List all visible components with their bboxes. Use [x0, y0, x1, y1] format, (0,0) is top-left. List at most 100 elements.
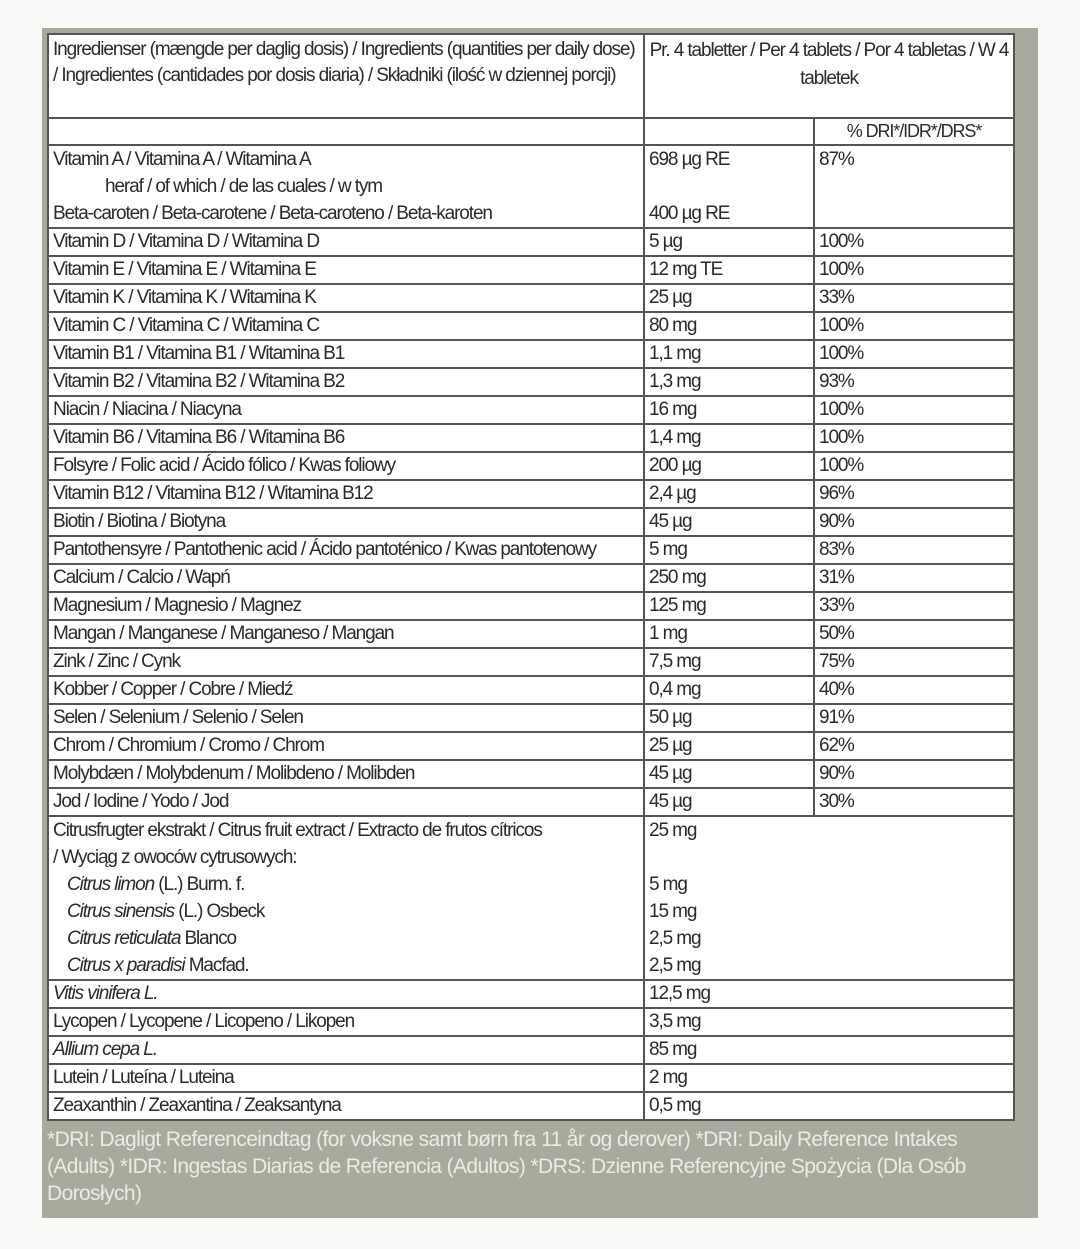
dri-header: % DRI*/IDR*/DRS*: [813, 117, 1015, 146]
table-row: Vitis vinifera L. 12,5 mg: [47, 979, 1015, 1009]
dri-value: 33%: [813, 283, 1015, 313]
dri-value: 100%: [813, 255, 1015, 285]
table-row: Zink / Zinc / Cynk 7,5 mg 75%: [47, 647, 1015, 677]
table-row: Pantothensyre / Pantothenic acid / Ácido…: [47, 535, 1015, 565]
amount: 5 mg: [643, 535, 815, 565]
citrus-species: Citrus x paradisi Macfad.: [53, 952, 639, 979]
table-row: Calcium / Calcio / Wapń 250 mg 31%: [47, 563, 1015, 593]
ingredient-name: Citrusfrugter ekstrakt / Citrus fruit ex…: [47, 815, 645, 981]
species-amount: 2,5 mg: [649, 928, 702, 949]
amount: 7,5 mg: [643, 647, 815, 677]
table-row: Magnesium / Magnesio / Magnez 125 mg 33%: [47, 591, 1015, 621]
footnote: *DRI: Dagligt Referenceindtag (for voksn…: [47, 1128, 966, 1205]
amount: 85 mg: [643, 1035, 1015, 1065]
amount: 2,4 µg: [643, 479, 815, 509]
dri-header-row: % DRI*/IDR*/DRS*: [47, 117, 1015, 146]
ingredient-name: Vitis vinifera L.: [47, 979, 645, 1009]
ingredient-name: Jod / Iodine / Yodo / Jod: [47, 787, 645, 817]
ingredients-header: Ingredienser (mængde per daglig dosis) /…: [47, 33, 645, 119]
dri-value: 40%: [813, 675, 1015, 705]
table-row-citrus: Citrusfrugter ekstrakt / Citrus fruit ex…: [47, 815, 1015, 981]
dri-value: 33%: [813, 591, 1015, 621]
dri-value: 93%: [813, 367, 1015, 397]
amount: 200 µg: [643, 451, 815, 481]
species-authority: Macfad.: [184, 955, 250, 976]
ingredient-name: Magnesium / Magnesio / Magnez: [47, 591, 645, 621]
ingredient-name: Selen / Selenium / Selenio / Selen: [47, 703, 645, 733]
header-row: Ingredienser (mængde per daglig dosis) /…: [47, 33, 1015, 119]
citrus-species: Citrus sinensis (L.) Osbeck: [53, 898, 639, 925]
table-row: Vitamin E / Vitamina E / Witamina E 12 mg…: [47, 255, 1015, 285]
per-dose-header: Pr. 4 tabletter / Per 4 tablets / Por 4 …: [643, 33, 1015, 119]
amount: 0,4 mg: [643, 675, 815, 705]
ingredient-name: Lutein / Luteína / Luteina: [47, 1063, 645, 1093]
amount: 5 µg: [643, 227, 815, 257]
table-row: Vitamin B12 / Vitamina B12 / Witamina B1…: [47, 479, 1015, 509]
ingredient-name: Calcium / Calcio / Wapń: [47, 563, 645, 593]
label-panel: Ingredienser (mængde per daglig dosis) /…: [42, 28, 1038, 1218]
amount: 12,5 mg: [643, 979, 1015, 1009]
amount: 0,5 mg: [643, 1091, 1015, 1121]
table-row: Zeaxanthin / Zeaxantina / Zeaksantyna 0,5…: [47, 1091, 1015, 1121]
species-authority: (L.) Burm. f.: [154, 874, 245, 895]
amount: 45 µg: [643, 507, 815, 537]
ingredient-name: Vitamin B12 / Vitamina B12 / Witamina B1…: [47, 479, 645, 509]
ingredient-name: Vitamin A / Vitamina A / Witamina A hera…: [47, 144, 645, 229]
dri-value: 50%: [813, 619, 1015, 649]
dri-value: 91%: [813, 703, 1015, 733]
table-row: Niacin / Niacina / Niacyna 16 mg 100%: [47, 395, 1015, 425]
ingredient-name: Allium cepa L.: [47, 1035, 645, 1065]
amount: 80 mg: [643, 311, 815, 341]
species-amount: 5 mg: [649, 874, 688, 895]
ingredient-name: Chrom / Chromium / Cromo / Chrom: [47, 731, 645, 761]
dri-value: 83%: [813, 535, 1015, 565]
ingredient-name: Molybdæn / Molybdenum / Molibdeno / Moli…: [47, 759, 645, 789]
ingredient-name: Folsyre / Folic acid / Ácido fólico / Kw…: [47, 451, 645, 481]
table-row: Folsyre / Folic acid / Ácido fólico / Kw…: [47, 451, 1015, 481]
ingredient-name: Mangan / Manganese / Manganeso / Mangan: [47, 619, 645, 649]
dri-value: 30%: [813, 787, 1015, 817]
empty-cell: [643, 117, 815, 146]
amount: 50 µg: [643, 703, 815, 733]
table-row: Vitamin C / Vitamina C / Witamina C 80 mg…: [47, 311, 1015, 341]
ingredient-name: Zink / Zinc / Cynk: [47, 647, 645, 677]
ingredient-name: Lycopen / Lycopene / Licopeno / Likopen: [47, 1007, 645, 1037]
ingredient-name: Niacin / Niacina / Niacyna: [47, 395, 645, 425]
species-latin-name: Citrus x paradisi: [67, 955, 186, 976]
beta-carotene-name: Beta-caroten / Beta-carotene / Beta-caro…: [53, 203, 493, 224]
table-row: Biotin / Biotina / Biotyna 45 µg 90%: [47, 507, 1015, 537]
species-authority: Blanco: [180, 928, 237, 949]
amount: 2 mg: [643, 1063, 1015, 1093]
amount: 25 mg 5 mg 15 mg 2,5 mg 2,5 mg: [643, 815, 1015, 981]
table-row: Selen / Selenium / Selenio / Selen 50 µg 9…: [47, 703, 1015, 733]
table-row: Chrom / Chromium / Cromo / Chrom 25 µg 62%: [47, 731, 1015, 761]
table-row: Vitamin B1 / Vitamina B1 / Witamina B1 1,…: [47, 339, 1015, 369]
amount: 3,5 mg: [643, 1007, 1015, 1037]
ingredient-name: Vitamin D / Vitamina D / Witamina D: [47, 227, 645, 257]
ingredient-name: Biotin / Biotina / Biotyna: [47, 507, 645, 537]
beta-carotene-amount: 400 µg RE: [649, 203, 730, 224]
table-row: Vitamin B2 / Vitamina B2 / Witamina B2 1,…: [47, 367, 1015, 397]
ingredient-name: Vitamin B2 / Vitamina B2 / Witamina B2: [47, 367, 645, 397]
ingredient-name: Vitamin K / Vitamina K / Witamina K: [47, 283, 645, 313]
table-row: Molybdæn / Molybdenum / Molibdeno / Moli…: [47, 759, 1015, 789]
table-row: Jod / Iodine / Yodo / Jod 45 µg 30%: [47, 787, 1015, 817]
ingredient-name: Zeaxanthin / Zeaxantina / Zeaksantyna: [47, 1091, 645, 1121]
table-row: Kobber / Copper / Cobre / Miedź 0,4 mg 40%: [47, 675, 1015, 705]
amount: 45 µg: [643, 759, 815, 789]
citrus-name: Citrusfrugter ekstrakt / Citrus fruit ex…: [53, 820, 543, 841]
nutrition-table: Ingredienser (mængde per daglig dosis) /…: [47, 33, 1015, 1121]
amount: 1,1 mg: [643, 339, 815, 369]
citrus-amount: 25 mg: [649, 820, 697, 841]
dri-value: 100%: [813, 339, 1015, 369]
amount: 125 mg: [643, 591, 815, 621]
amount: 1,4 mg: [643, 423, 815, 453]
table-row: Mangan / Manganese / Manganeso / Mangan 1…: [47, 619, 1015, 649]
species-authority: (L.) Osbeck: [174, 901, 265, 922]
amount: 1,3 mg: [643, 367, 815, 397]
ingredient-name: Vitamin B6 / Vitamina B6 / Witamina B6: [47, 423, 645, 453]
ingredient-name: Vitamin B1 / Vitamina B1 / Witamina B1: [47, 339, 645, 369]
dri-value: 87%: [813, 144, 1015, 229]
ingredient-name: Vitamin C / Vitamina C / Witamina C: [47, 311, 645, 341]
